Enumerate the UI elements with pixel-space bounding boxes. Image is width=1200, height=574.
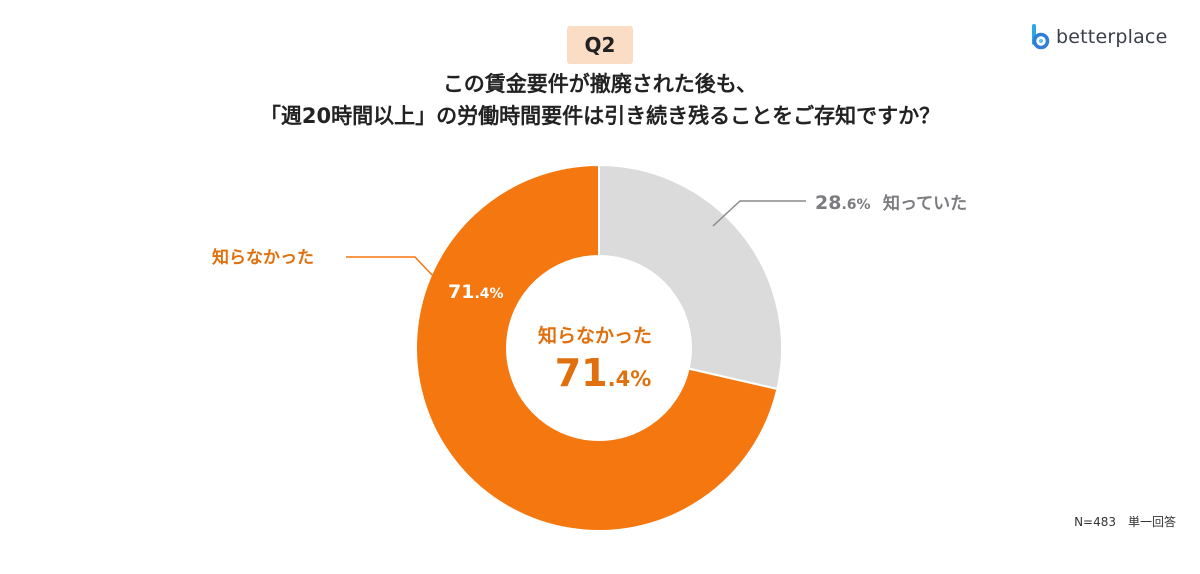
footnote: N=483 単一回答 xyxy=(1074,515,1176,529)
donut-slice-did-not-know xyxy=(415,163,779,532)
leader-line-did-not-know xyxy=(346,256,434,277)
chart-title: この賃金要件が撤廃された後も、 「週20時間以上」の労働時間要件は引き続き残るこ… xyxy=(0,68,1200,132)
slice-label-did-not-know: 知らなかった xyxy=(211,247,314,268)
title-line-1: この賃金要件が撤廃された後も、 xyxy=(442,72,758,96)
title-line-2: 「週20時間以上」の労働時間要件は引き続き残ることをご存知ですか？ xyxy=(259,104,941,128)
logo-text: betterplace xyxy=(1056,26,1168,48)
leader-line-knew xyxy=(712,200,806,227)
badge-text: Q2 xyxy=(584,33,616,57)
slice-value-did-not-know: 71.4% xyxy=(448,281,504,303)
question-number-badge: Q2 xyxy=(567,26,633,64)
donut-slice-knew xyxy=(598,163,783,391)
betterplace-logo: betterplace xyxy=(1030,22,1167,52)
betterplace-logo-icon xyxy=(1032,24,1050,50)
center-label: 知らなかった xyxy=(538,324,652,347)
slice-value-knew: 28.6% xyxy=(815,192,871,214)
center-value: 71.4% xyxy=(555,351,652,395)
slice-label-knew: 知っていた xyxy=(882,193,967,214)
